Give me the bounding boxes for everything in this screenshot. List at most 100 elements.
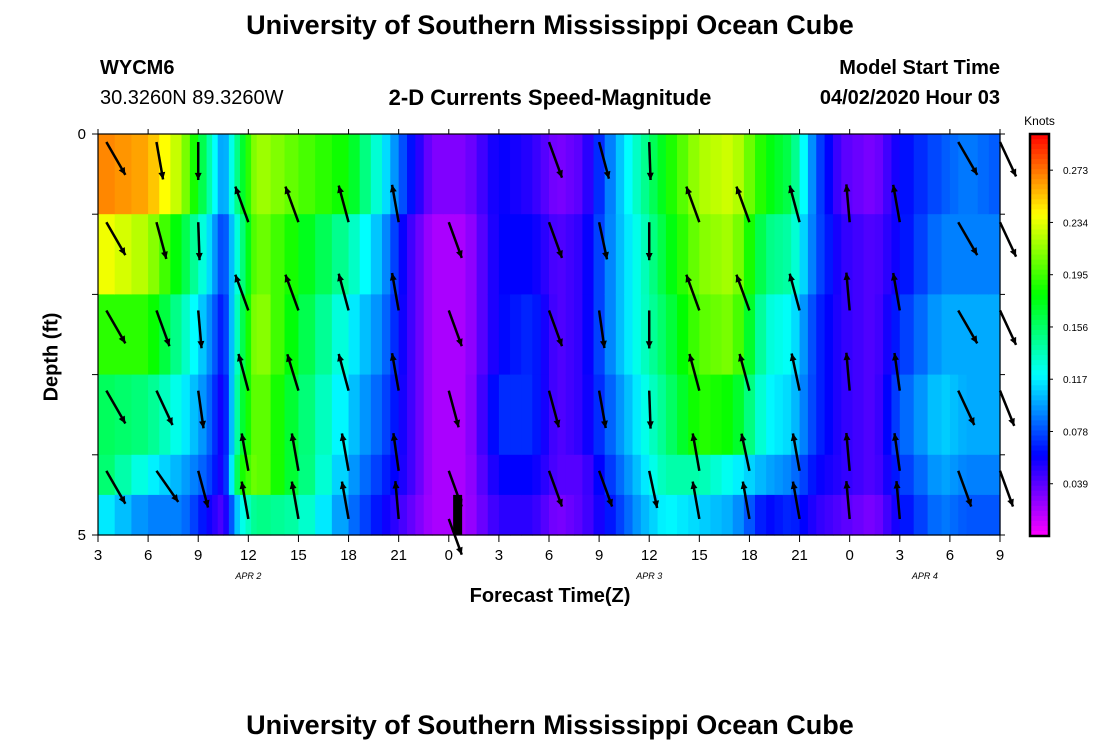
heatmap-cell [852, 214, 865, 295]
heatmap-cell [913, 134, 929, 215]
heatmap-cell [710, 494, 723, 536]
heatmap-cell [443, 134, 455, 215]
heatmap-cell [807, 454, 817, 496]
heatmap-cell [899, 214, 915, 295]
heatmap-cell [807, 294, 817, 376]
heatmap-cell [615, 494, 625, 536]
heatmap-cell [532, 454, 542, 496]
colorbar-tick-label: 0.117 [1063, 375, 1088, 386]
colorbar-segment [1030, 385, 1049, 391]
current-vector-arrow [197, 470, 210, 508]
heatmap-cell [131, 494, 149, 536]
heatmap-cell [98, 454, 116, 496]
heatmap-cell [532, 214, 542, 295]
heatmap-cell [465, 134, 478, 215]
current-vector-arrow [194, 142, 202, 181]
heatmap-cell [782, 294, 792, 376]
heatmap-cell [799, 134, 809, 215]
heatmap-cell [423, 494, 433, 536]
heatmap-cell [510, 294, 522, 376]
heatmap-cell [852, 294, 865, 376]
heatmap-cell [223, 494, 230, 536]
heatmap-cell [657, 374, 667, 456]
colorbar-segment [1030, 465, 1049, 472]
heatmap-cell [743, 294, 756, 376]
heatmap-cell [398, 134, 408, 215]
current-vector-arrow [789, 353, 801, 391]
heatmap-cell [407, 494, 416, 536]
heatmap-cell [816, 374, 826, 456]
current-vector-arrow [685, 274, 701, 311]
heatmap-cell [217, 454, 224, 496]
current-vector-arrow [195, 222, 203, 261]
heatmap-cell [181, 214, 191, 295]
heatmap-cell [432, 494, 444, 536]
heatmap-cell [407, 134, 416, 215]
heatmap-cell [640, 294, 650, 376]
colorbar-segment [1030, 274, 1049, 281]
heatmap-cell [688, 294, 700, 376]
colorbar-segment [1030, 309, 1049, 316]
heatmap-cell [766, 134, 776, 215]
current-vector-arrow [597, 141, 611, 180]
heatmap-cell [217, 494, 224, 536]
heatmap-cell [540, 214, 550, 295]
heatmap-cell [234, 134, 241, 215]
colorbar-tick-label: 0.078 [1063, 427, 1088, 438]
colorbar-segment [1030, 259, 1049, 266]
heatmap-cell [565, 454, 575, 496]
heatmap-cell [256, 454, 272, 496]
current-vector-arrow [740, 481, 751, 520]
heatmap-cell [239, 214, 247, 295]
heatmap-cell [677, 214, 689, 295]
heatmap-cell [540, 294, 550, 376]
colorbar-segment [1030, 219, 1049, 226]
heatmap-cell [699, 214, 712, 295]
heatmap-cell [407, 214, 416, 295]
heatmap-cell [721, 374, 734, 456]
heatmap-cell [574, 214, 584, 295]
x-tick-label: 6 [545, 547, 553, 564]
current-vector-arrow [788, 273, 801, 311]
colorbar-segment [1030, 229, 1049, 236]
heatmap-cell [665, 454, 678, 496]
heatmap-cell [832, 454, 842, 496]
current-vector-arrow [738, 353, 751, 391]
heatmap-cell [245, 214, 252, 295]
heatmap-cell [988, 454, 1001, 496]
heatmap-cell [649, 374, 659, 456]
heatmap-cell [941, 374, 951, 456]
heatmap-cell [949, 214, 959, 295]
current-vector-arrow [843, 352, 851, 391]
heatmap-cell [498, 294, 511, 376]
heatmap-cell [941, 494, 951, 536]
heatmap-cell [390, 454, 400, 496]
heatmap-cell [958, 494, 968, 536]
heatmap-cell [640, 374, 650, 456]
heatmap-cell [949, 494, 959, 536]
heatmap-cell [487, 134, 500, 215]
heatmap-cell [710, 294, 723, 376]
heatmap-cell [331, 134, 350, 215]
heatmap-cell [159, 134, 171, 215]
colorbar-segment [1030, 154, 1049, 160]
heatmap-cell [212, 494, 219, 536]
colorbar-segment [1030, 164, 1049, 170]
heatmap-cell [181, 454, 191, 496]
colorbar-segment [1030, 214, 1049, 221]
current-vector-arrow [339, 481, 350, 520]
heatmap-cell [298, 374, 316, 456]
heatmap-cell [874, 494, 884, 536]
heatmap-cell [521, 294, 533, 376]
heatmap-cell [557, 454, 567, 496]
colorbar-unit: Knots [1024, 114, 1055, 128]
heatmap-cell [390, 294, 400, 376]
current-vector-arrow [891, 184, 902, 223]
heatmap-cell [540, 134, 550, 215]
heatmap-cell [98, 214, 116, 295]
heatmap-cell [415, 214, 425, 295]
heatmap-cell [791, 494, 801, 536]
heatmap-cell [732, 214, 745, 295]
heatmap-cell [298, 494, 316, 536]
heatmap-cell [223, 214, 230, 295]
